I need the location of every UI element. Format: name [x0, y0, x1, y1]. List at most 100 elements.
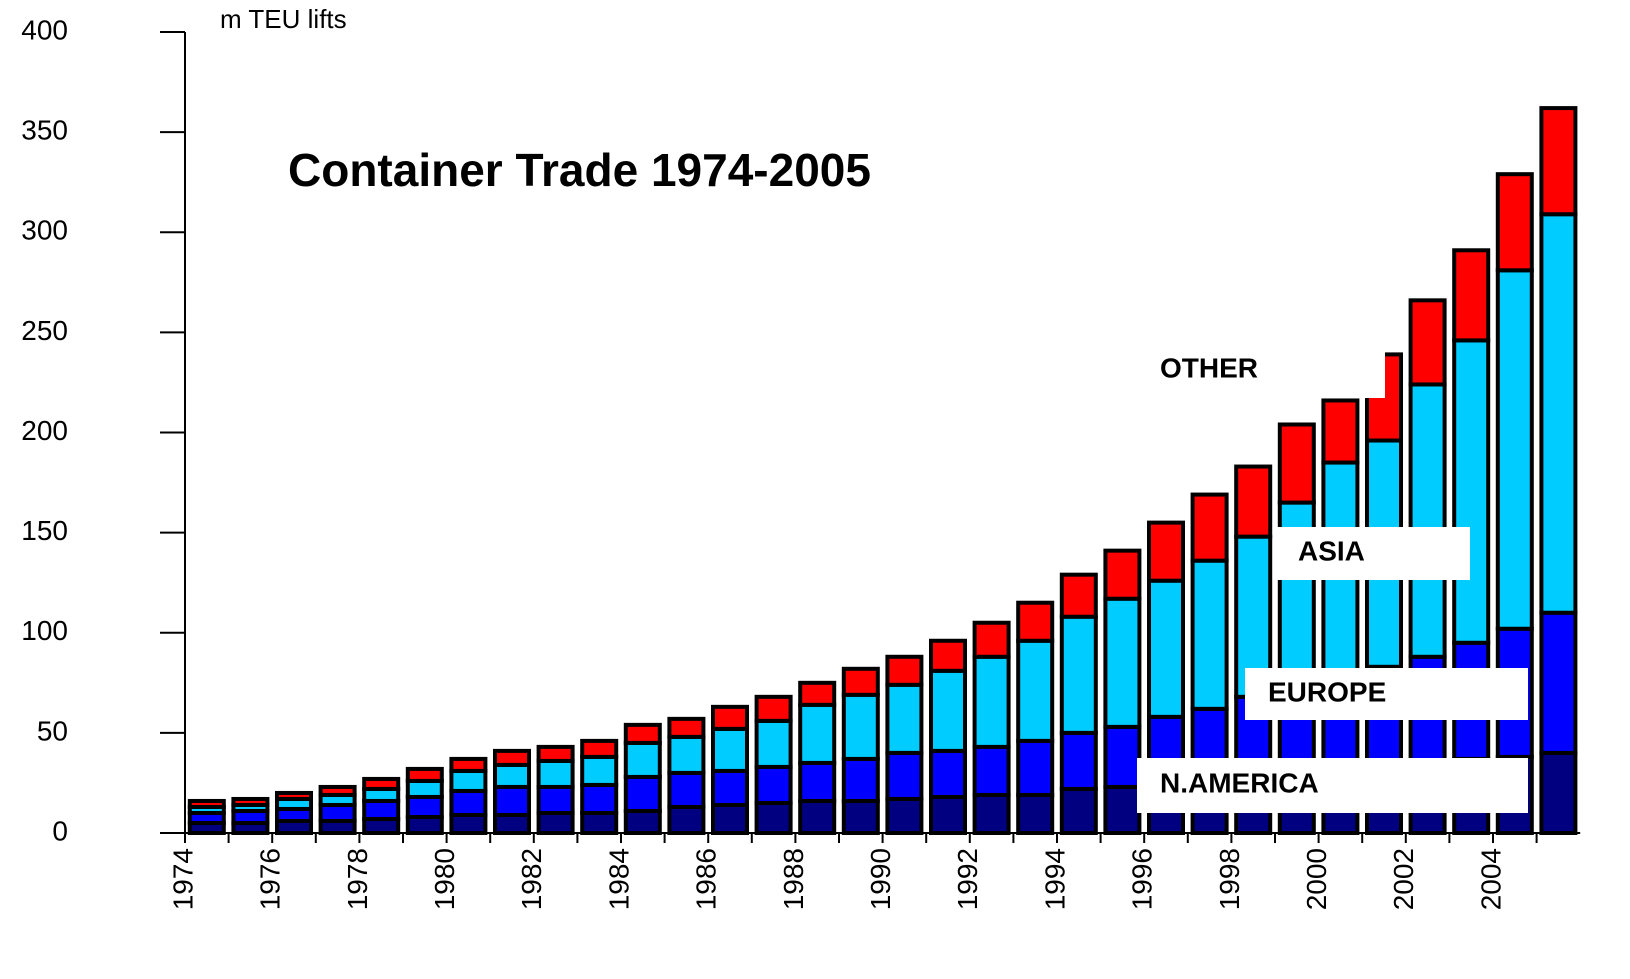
bar-segment	[1495, 268, 1534, 631]
bar-segment	[493, 784, 531, 817]
bar-segment	[623, 808, 662, 835]
bar-segment	[1147, 578, 1185, 719]
x-tick-label: 2002	[1388, 848, 1419, 910]
bar-segment	[580, 754, 619, 787]
bar-segment	[623, 774, 662, 813]
bar-segment	[929, 638, 967, 673]
bar-segment	[536, 810, 575, 835]
bar-segment	[536, 744, 575, 763]
x-tick-label: 1980	[429, 848, 460, 910]
bar-segment	[1016, 792, 1055, 836]
bar-segment	[798, 798, 837, 836]
bar-segment	[667, 734, 706, 775]
bar-segment	[1059, 572, 1098, 619]
bar-segment	[885, 654, 924, 687]
bar-segment	[754, 718, 793, 769]
bar-segment	[754, 800, 793, 836]
bar-segment	[1016, 638, 1055, 743]
bar-segment	[1147, 520, 1185, 583]
x-tick-label: 1994	[1039, 848, 1070, 910]
y-tick-label: 50	[37, 715, 68, 746]
bar-segment	[841, 692, 880, 761]
x-tick-label: 1978	[342, 848, 373, 910]
legend-label: OTHER	[1160, 352, 1258, 383]
bar-segment	[1321, 398, 1360, 465]
bar-segment	[972, 620, 1011, 659]
bar-segment	[711, 704, 749, 731]
x-tick-label: 1982	[516, 848, 547, 910]
bar-segment	[1408, 382, 1447, 659]
bar-segment	[1103, 724, 1142, 789]
legend-label: EUROPE	[1268, 676, 1386, 707]
bar-segment	[405, 766, 444, 783]
y-tick-label: 0	[52, 815, 68, 846]
bar-segment	[580, 810, 619, 835]
bar-segment	[885, 796, 924, 836]
bar-segment	[580, 738, 619, 759]
bar-segment	[1408, 298, 1447, 387]
x-tick-label: 1996	[1127, 848, 1158, 910]
bar-segment	[449, 756, 488, 773]
bar-segment	[1190, 492, 1229, 563]
x-tick-label: 1974	[167, 848, 198, 910]
bar-segment	[405, 814, 444, 835]
x-tick-label: 2000	[1301, 848, 1332, 910]
x-tick-label: 1986	[691, 848, 722, 910]
chart-title: Container Trade 1974-2005	[288, 144, 871, 196]
bar-segment	[1277, 422, 1316, 505]
bar-segment	[1539, 106, 1578, 217]
bar-segment	[711, 802, 749, 836]
bar-segment	[1539, 610, 1578, 755]
bar-segment	[1452, 338, 1491, 645]
bar-segment	[623, 740, 662, 779]
y-tick-label: 250	[21, 315, 68, 346]
bar-segment	[405, 794, 444, 819]
legend-label: ASIA	[1298, 535, 1365, 566]
bar-segment	[536, 784, 575, 815]
bar-segment	[798, 680, 837, 707]
bar-segment	[841, 666, 880, 697]
bar-segment	[318, 784, 357, 797]
x-tick-label: 1998	[1214, 848, 1245, 910]
bar-segment	[972, 792, 1011, 836]
bar-segment	[711, 768, 749, 807]
legend-box	[1137, 758, 1528, 813]
bar-segment	[798, 760, 837, 803]
bar-segment	[972, 654, 1011, 749]
bar-segment	[231, 796, 270, 807]
bar-segment	[405, 778, 444, 799]
bar-segment	[885, 682, 924, 755]
bar-segment	[449, 788, 488, 817]
x-tick-label: 2004	[1475, 848, 1506, 910]
bar-segment	[1103, 784, 1142, 836]
y-tick-label: 300	[21, 215, 68, 246]
y-tick-label: 200	[21, 415, 68, 446]
bar-segment	[1539, 212, 1578, 615]
bar-segment	[362, 798, 401, 821]
bar-segment	[493, 748, 531, 767]
bar-segment	[1495, 172, 1534, 273]
bar-segment	[841, 756, 880, 803]
x-tick-label: 1990	[865, 848, 896, 910]
legend-box	[1275, 527, 1470, 580]
bar-segment	[1059, 730, 1098, 791]
y-tick-label: 150	[21, 515, 68, 546]
bar-segment	[449, 812, 488, 835]
bar-segment	[1539, 750, 1578, 836]
x-tick-label: 1992	[952, 848, 983, 910]
bar-segment	[1190, 558, 1229, 711]
bar-segment	[972, 744, 1011, 797]
y-tick-label: 350	[21, 115, 68, 146]
bar-segment	[187, 798, 226, 809]
y-tick-label: 100	[21, 615, 68, 646]
bar-segment	[1234, 464, 1273, 539]
bar-segment	[493, 812, 531, 835]
bar-segment	[841, 798, 880, 836]
bar-segment	[1016, 738, 1055, 797]
bar-segment	[929, 668, 967, 753]
bar-segment	[580, 782, 619, 815]
x-tick-label: 1988	[778, 848, 809, 910]
bar-segment	[754, 764, 793, 805]
bar-segment	[1059, 786, 1098, 836]
